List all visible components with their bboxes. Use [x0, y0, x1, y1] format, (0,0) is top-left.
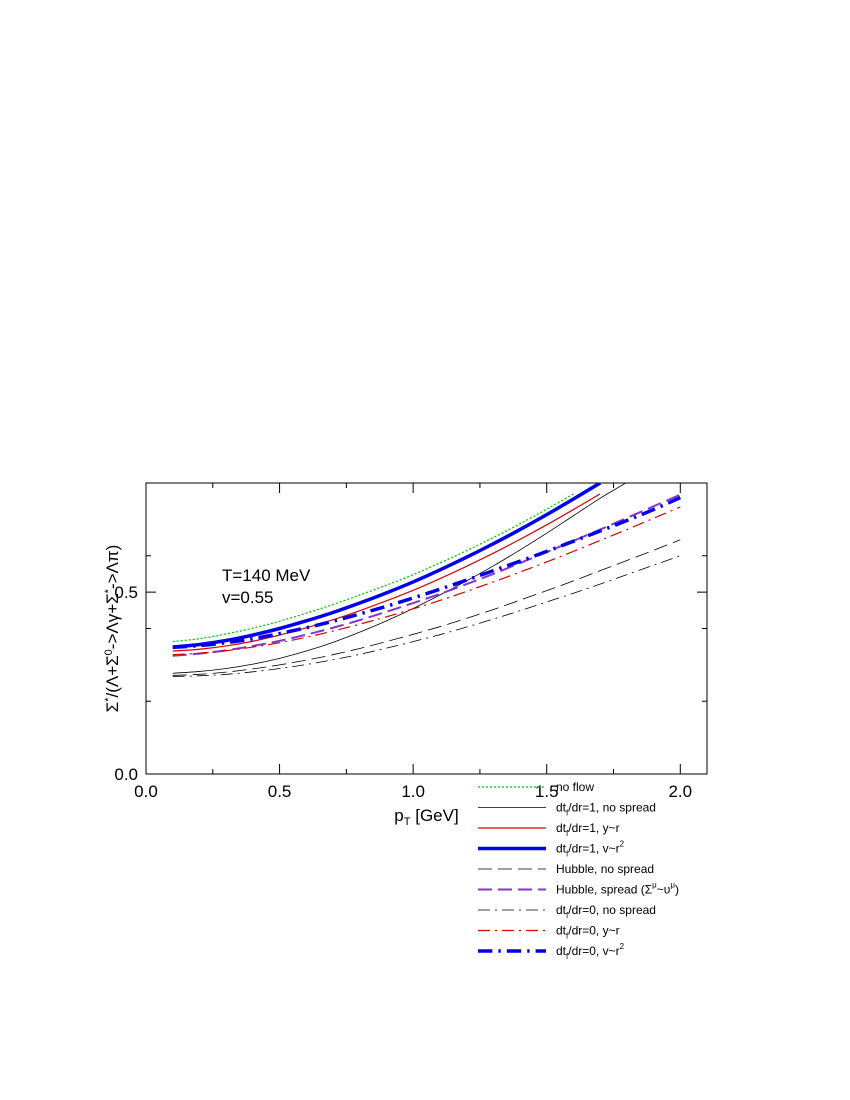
series-layer	[172, 483, 682, 677]
series-line-7	[172, 555, 681, 677]
legend-label-6: Hubble, spread (Σμ​~υμ​)	[556, 881, 679, 897]
legend-label-1: no flow	[556, 780, 594, 794]
x-tick-label: 1.5	[535, 782, 559, 801]
series-line-4	[172, 483, 602, 649]
series-line-5	[172, 539, 681, 676]
series-line-8	[172, 506, 681, 656]
plot-frame	[145, 482, 708, 775]
legend-label-8: dtf​/dr=0, y~r	[556, 924, 620, 941]
x-tick-label: 2.0	[668, 782, 692, 801]
x-axis-title: pT​ [GeV]	[394, 806, 458, 828]
legend-label-3: dtf​/dr=1, y~r	[556, 821, 620, 838]
legend-label-2: dtf​/dr=1, no spread	[556, 801, 656, 818]
legend-label-5: Hubble, no spread	[556, 862, 654, 876]
annotation-velocity: v=0.55	[222, 588, 274, 607]
y-axis-title: Σ*​/(Λ+Σ0​->Λγ+Σ*​->Λπ)	[103, 545, 122, 713]
series-line-9	[172, 495, 682, 650]
series-line-1	[172, 493, 574, 643]
series-line-3	[172, 493, 601, 652]
annotation-temperature: T=140 MeV	[222, 566, 311, 585]
legend-label-7: dtf​/dr=0, no spread	[556, 903, 656, 920]
legend-label-9: dtf​/dr=0, v~r2​	[556, 942, 625, 961]
legend-label-4: dtf​/dr=1, v~r2​	[556, 840, 625, 859]
y-axis-label: Σ*​/(Λ+Σ0​->Λγ+Σ*​->Λπ)	[103, 545, 122, 713]
x-axis-label: pT​ [GeV]	[394, 806, 458, 828]
x-tick-label: 1.0	[401, 782, 425, 801]
y-tick-label: 0.0	[114, 765, 138, 784]
x-tick-label: 0.5	[268, 782, 292, 801]
legend: no flow dtf​/dr=1, no spread dtf​/dr=1, y~…	[478, 780, 679, 961]
axis-ticks: 0.0 0.5 1.0 1.5 2.0 0.0 0.5	[114, 483, 707, 801]
y-tick-label: 0.5	[114, 583, 138, 602]
x-tick-label: 0.0	[134, 782, 158, 801]
